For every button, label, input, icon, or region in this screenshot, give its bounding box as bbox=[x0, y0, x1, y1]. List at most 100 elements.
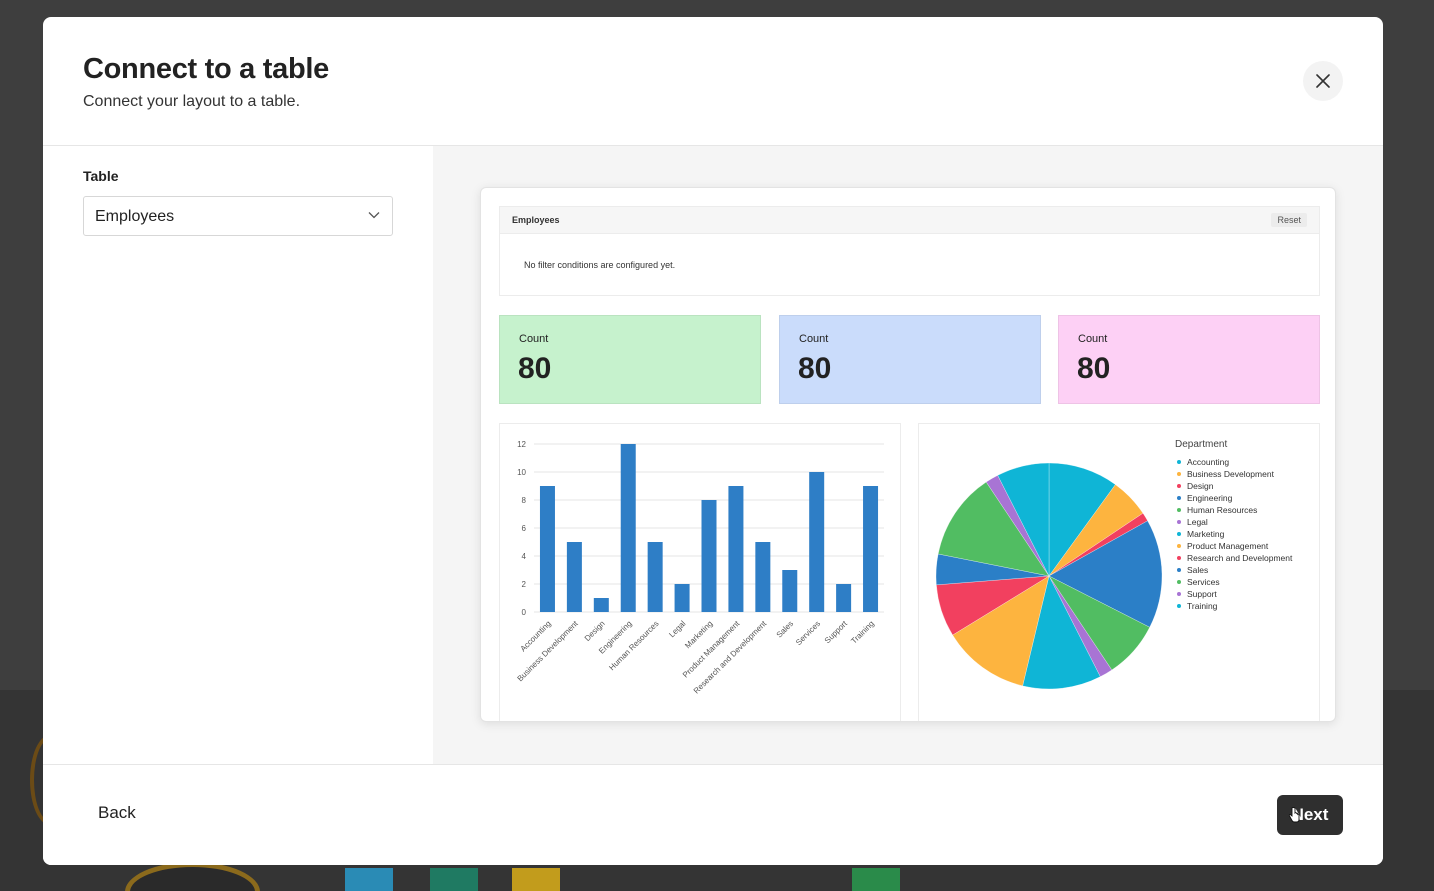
count-card: Count 80 bbox=[499, 315, 761, 404]
legend-label: Sales bbox=[1187, 565, 1209, 575]
legend-item: Research and Development bbox=[1177, 553, 1292, 563]
pie-chart-block: Department Accounting Business Developmen… bbox=[918, 423, 1320, 721]
pie-slice bbox=[937, 481, 1050, 577]
dialog-footer: Back Next bbox=[43, 764, 1383, 865]
pie-slice bbox=[997, 462, 1050, 577]
bar bbox=[566, 542, 582, 612]
bar bbox=[782, 570, 798, 612]
next-button-label: Next bbox=[1291, 805, 1329, 824]
dialog-subtitle: Connect your layout to a table. bbox=[83, 93, 301, 110]
close-button[interactable] bbox=[1303, 61, 1343, 101]
bar bbox=[863, 486, 879, 612]
chevron-down-icon bbox=[368, 212, 380, 219]
legend-item: Sales bbox=[1177, 565, 1208, 575]
legend-item: Legal bbox=[1177, 517, 1208, 527]
x-tick-label: Legal bbox=[667, 619, 687, 639]
background-bar bbox=[852, 868, 900, 891]
count-card: Count 80 bbox=[779, 315, 1041, 404]
legend-item: Human Resources bbox=[1177, 505, 1257, 515]
y-tick-label: 0 bbox=[522, 608, 527, 617]
y-tick-label: 2 bbox=[522, 580, 527, 589]
x-tick-label: Design bbox=[583, 619, 607, 643]
legend-item: Support bbox=[1177, 589, 1217, 599]
pie-slice bbox=[952, 575, 1050, 687]
legend-item: Training bbox=[1177, 601, 1217, 611]
legend-label: Human Resources bbox=[1187, 505, 1258, 515]
x-tick-label: Support bbox=[823, 619, 850, 646]
count-value: 80 bbox=[1077, 352, 1111, 385]
dialog-header: Connect to a table Connect your layout t… bbox=[43, 17, 1383, 146]
layout-preview-area: Employees Reset No filter conditions are… bbox=[433, 146, 1383, 764]
dialog-title: Connect to a table bbox=[83, 53, 329, 85]
filter-block: Employees Reset No filter conditions are… bbox=[499, 206, 1320, 296]
legend-label: Business Development bbox=[1187, 469, 1274, 479]
legend-item: Accounting bbox=[1177, 457, 1229, 467]
count-value: 80 bbox=[518, 352, 552, 385]
y-tick-label: 10 bbox=[517, 468, 526, 477]
legend-item: Design bbox=[1177, 481, 1213, 491]
background-bar bbox=[345, 868, 393, 891]
x-tick-label: Human Resources bbox=[607, 619, 660, 672]
legend-swatch bbox=[1177, 555, 1181, 560]
filter-title: Employees bbox=[512, 215, 560, 225]
layout-preview: Employees Reset No filter conditions are… bbox=[480, 187, 1336, 722]
next-button[interactable]: Next bbox=[1277, 795, 1343, 835]
legend-label: Training bbox=[1187, 601, 1218, 611]
x-tick-label: Training bbox=[849, 619, 876, 646]
legend-label: Marketing bbox=[1187, 529, 1225, 539]
legend-label: Legal bbox=[1187, 517, 1208, 527]
background-bar bbox=[512, 868, 560, 891]
legend-swatch bbox=[1177, 567, 1181, 572]
legend-item: Services bbox=[1177, 577, 1220, 587]
legend-item: Marketing bbox=[1177, 529, 1224, 539]
settings-panel: Table Employees bbox=[43, 146, 433, 764]
pointer-cursor-icon bbox=[1288, 807, 1300, 823]
table-select-value: Employees bbox=[95, 208, 175, 225]
legend-label: Engineering bbox=[1187, 493, 1233, 503]
bar-chart-block: 0 2 4 6 8 10 12 Accounting Business Development D… bbox=[499, 423, 901, 721]
legend-item: Engineering bbox=[1177, 493, 1232, 503]
bar bbox=[593, 598, 609, 612]
y-tick-label: 4 bbox=[522, 552, 527, 561]
legend-item: Business Development bbox=[1177, 469, 1274, 479]
legend-label: Services bbox=[1187, 577, 1220, 587]
legend-title: Department bbox=[1175, 439, 1228, 450]
connect-table-dialog: Connect to a table Connect your layout t… bbox=[43, 17, 1383, 865]
count-label: Count bbox=[519, 333, 549, 345]
y-tick-label: 8 bbox=[522, 496, 527, 505]
legend-swatch bbox=[1177, 519, 1181, 524]
legend-label: Product Management bbox=[1187, 541, 1269, 551]
legend-swatch bbox=[1177, 579, 1181, 584]
pie-slice bbox=[1048, 520, 1163, 628]
legend-item: Product Management bbox=[1177, 541, 1268, 551]
legend-swatch bbox=[1177, 471, 1181, 476]
bar bbox=[728, 486, 744, 612]
count-card: Count 80 bbox=[1058, 315, 1320, 404]
reset-button[interactable]: Reset bbox=[1271, 213, 1307, 227]
legend-label: Research and Development bbox=[1187, 553, 1293, 563]
count-value: 80 bbox=[798, 352, 832, 385]
count-label: Count bbox=[1078, 333, 1108, 345]
x-tick-label: Sales bbox=[775, 619, 796, 640]
bar bbox=[620, 444, 636, 612]
legend-swatch bbox=[1177, 507, 1181, 512]
count-label: Count bbox=[799, 333, 829, 345]
legend-swatch bbox=[1177, 543, 1181, 548]
pie-chart bbox=[935, 462, 1163, 690]
filter-header: Employees Reset bbox=[500, 207, 1319, 234]
y-tick-label: 12 bbox=[517, 440, 526, 449]
back-button[interactable]: Back bbox=[98, 803, 136, 822]
bar bbox=[836, 584, 852, 612]
legend-swatch bbox=[1177, 459, 1181, 464]
legend-swatch bbox=[1177, 531, 1181, 536]
bar bbox=[701, 500, 717, 612]
pie-slice bbox=[1048, 462, 1116, 577]
table-select[interactable]: Employees bbox=[83, 196, 393, 236]
background-bar bbox=[430, 868, 478, 891]
filter-empty-message: No filter conditions are configured yet. bbox=[524, 260, 676, 270]
legend-label: Design bbox=[1187, 481, 1214, 491]
bar bbox=[647, 542, 663, 612]
legend-swatch bbox=[1177, 591, 1181, 596]
legend-swatch bbox=[1177, 603, 1181, 608]
